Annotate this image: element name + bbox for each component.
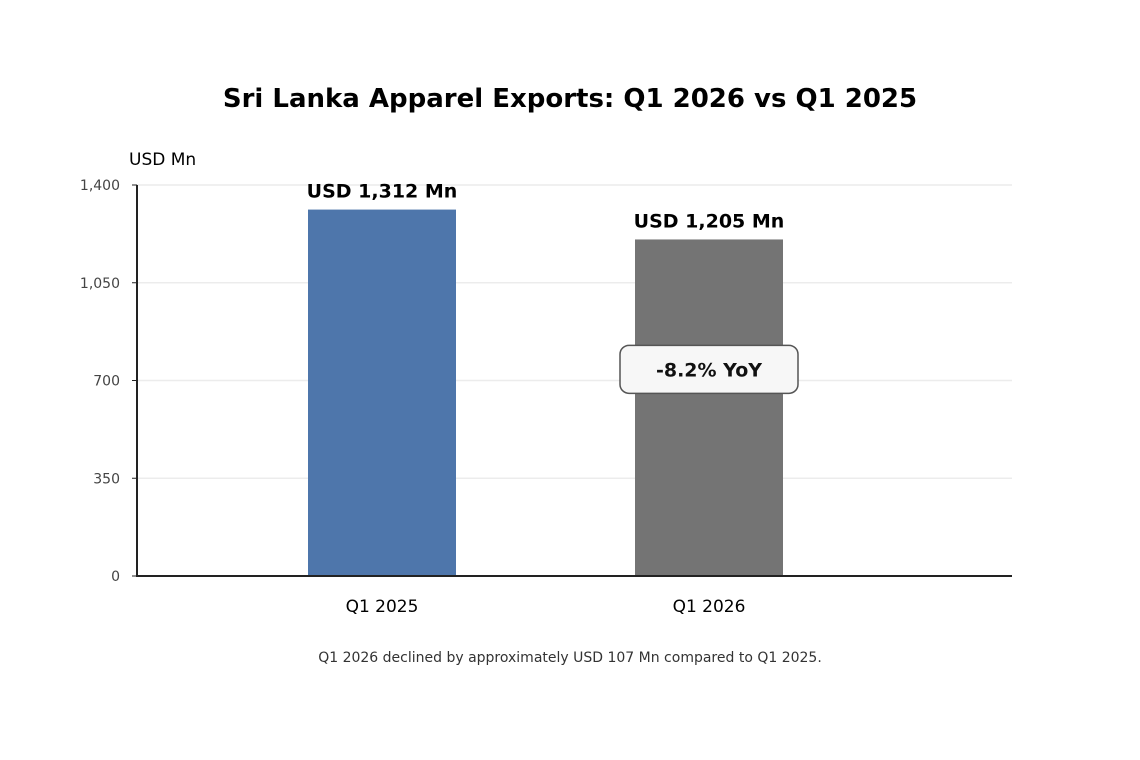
y-tick-label: 0 [111, 569, 120, 585]
y-tick-label: 1,400 [80, 178, 120, 194]
yoy-annotation-box [619, 344, 799, 395]
chart-title: Sri Lanka Apparel Exports: Q1 2026 vs Q1… [223, 84, 917, 114]
y-tick-label: 350 [93, 471, 120, 487]
x-tick-label: Q1 2025 [346, 597, 419, 617]
yoy-annotation-text: -8.2% YoY [656, 359, 762, 381]
bar-q1-2025 [308, 209, 456, 576]
bar-data-label: USD 1,312 Mn [307, 181, 458, 203]
bar-data-label: USD 1,205 Mn [634, 210, 785, 232]
footnote: Q1 2026 declined by approximately USD 10… [318, 650, 822, 666]
bar-q1-2026 [635, 239, 783, 577]
y-tick-label: 1,050 [80, 276, 120, 292]
x-tick-label: Q1 2026 [673, 597, 746, 617]
y-axis-label: USD Mn [129, 150, 196, 170]
y-tick-label: 700 [93, 374, 120, 390]
